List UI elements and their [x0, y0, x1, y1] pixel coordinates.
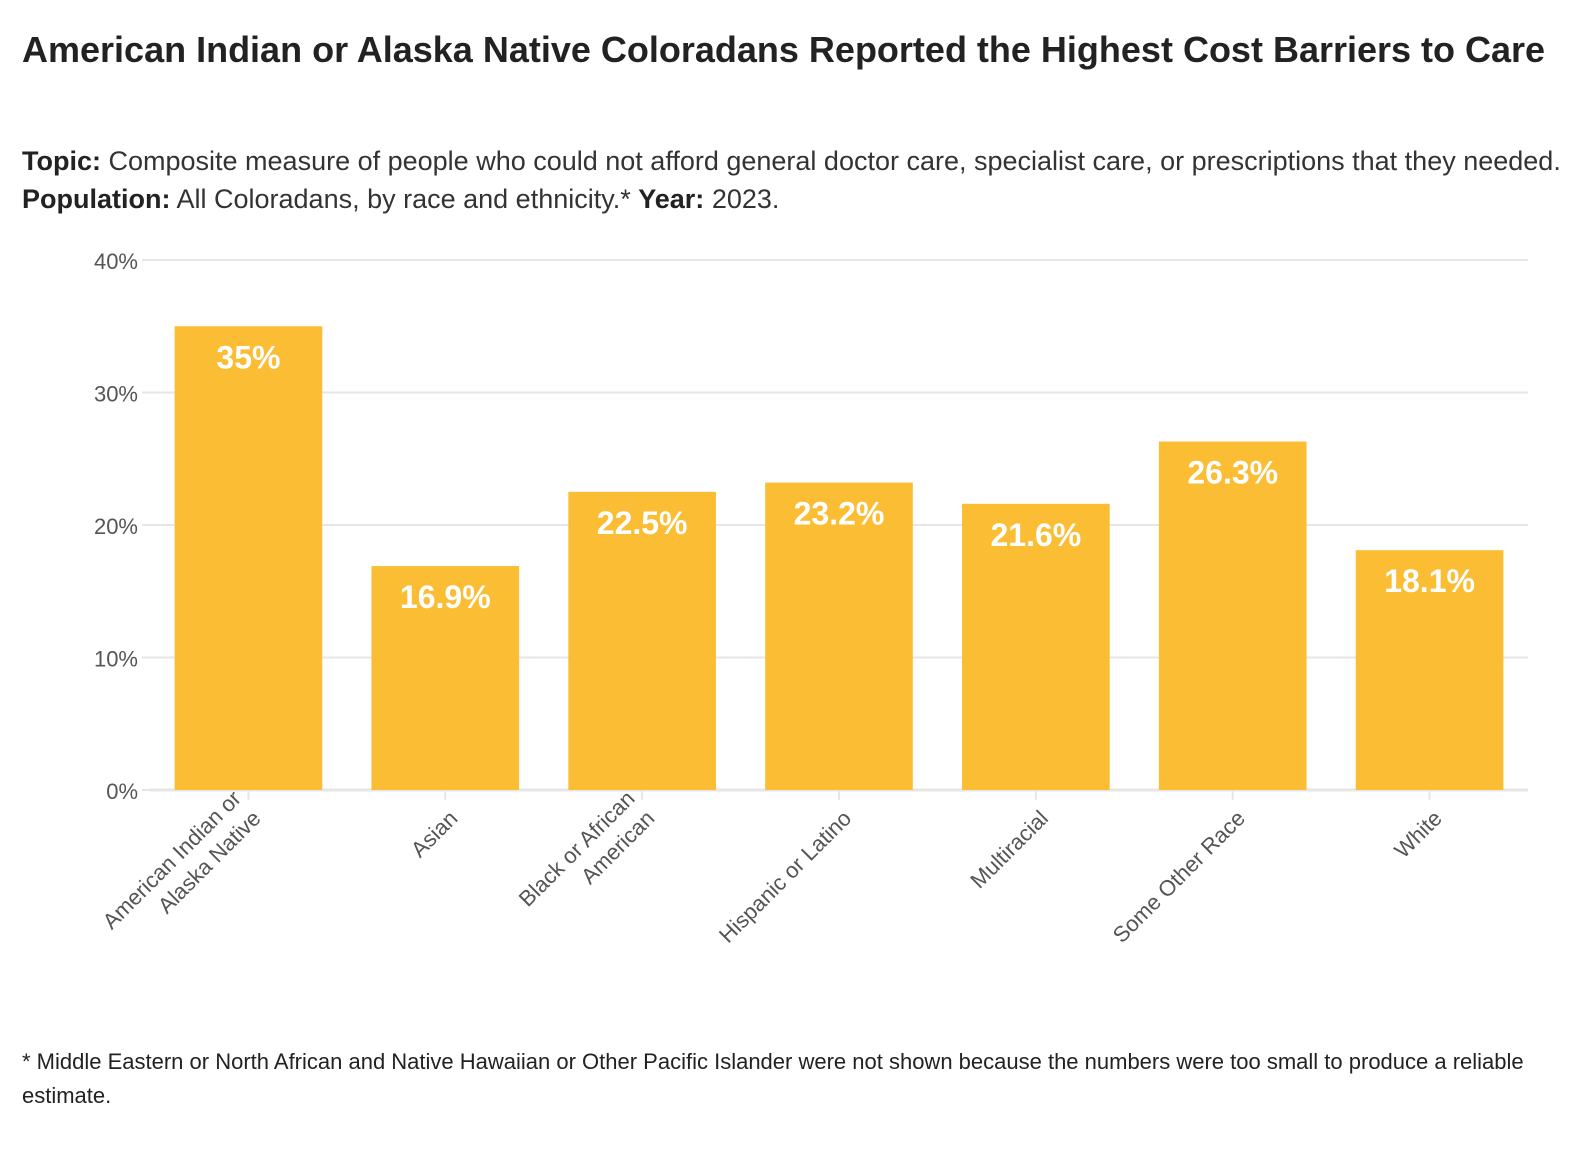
y-tick-label: 40% [94, 249, 138, 274]
footnote: * Middle Eastern or North African and Na… [22, 1049, 1524, 1108]
bar [568, 491, 716, 790]
bar [1158, 441, 1307, 790]
y-axis: 0% 10% 20% 30% 40% [94, 249, 150, 804]
population-label: Population: [22, 184, 171, 214]
chart-title: American Indian or Alaska Native Colorad… [22, 29, 1546, 70]
x-tick-label: White [1389, 806, 1446, 863]
x-tick-label-group: Hispanic or Latino [714, 806, 856, 948]
y-tick-label: 20% [94, 514, 138, 539]
data-label: 35% [216, 339, 280, 375]
year-text: 2023. [704, 184, 780, 214]
y-tick-label: 0% [106, 779, 138, 804]
topic-text: Composite measure of people who could no… [100, 146, 1561, 176]
bar [371, 566, 520, 790]
year-label: Year: [638, 184, 705, 214]
data-label: 22.5% [597, 505, 688, 541]
data-label: 23.2% [794, 496, 885, 532]
population-text: All Coloradans, by race and ethnicity.* [170, 184, 639, 214]
x-tick-label-group: White [1389, 806, 1446, 863]
data-label: 26.3% [1187, 455, 1278, 491]
x-tick-label-group: Multiracial [965, 806, 1053, 894]
bar [765, 482, 913, 790]
bar [1355, 550, 1504, 790]
y-tick-label: 10% [94, 647, 138, 672]
chart-subtitle: Topic: Composite measure of people who c… [22, 142, 1572, 218]
bar-chart: 35% 16.9% 22.5% 23.2% 21.6% 26.3% 18.1% 0% 10% 2… [94, 249, 1528, 948]
data-label: 16.9% [400, 579, 491, 615]
x-tick-label: Hispanic or Latino [714, 806, 856, 948]
data-labels: 35% 16.9% 22.5% 23.2% 21.6% 26.3% 18.1% [216, 339, 1475, 615]
x-tick-label: Some Other Race [1108, 806, 1250, 948]
bar [174, 326, 323, 790]
x-tick-label-group: Asian [406, 806, 463, 863]
data-label: 21.6% [990, 517, 1081, 553]
x-tick-label-group: Some Other Race [1108, 806, 1250, 948]
topic-label: Topic: [22, 146, 101, 176]
y-tick-label: 30% [94, 382, 138, 407]
x-tick-label: Multiracial [965, 806, 1053, 894]
bars [174, 326, 1504, 790]
bar [962, 503, 1110, 790]
x-tick-label: Asian [406, 806, 463, 863]
data-label: 18.1% [1384, 563, 1475, 599]
